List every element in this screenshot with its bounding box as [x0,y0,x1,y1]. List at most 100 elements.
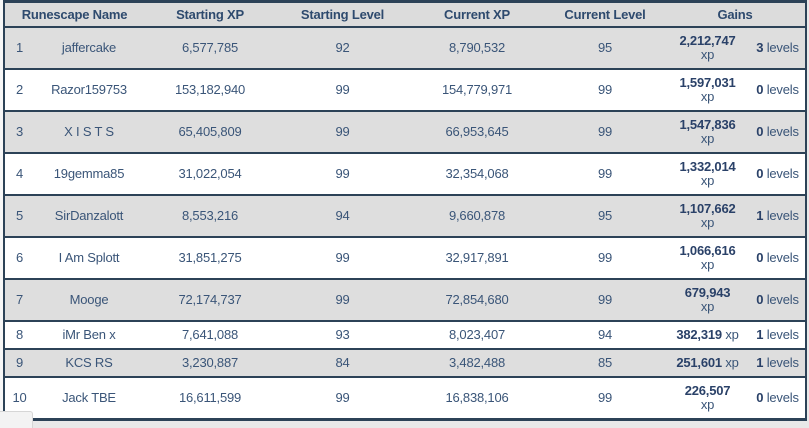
gains-levels-unit: levels [766,123,799,139]
gains-levels-cell: 0 levels [750,236,806,279]
current-xp-cell: 16,838,106 [409,376,545,419]
player-name-link[interactable]: SirDanzalott [34,194,144,237]
rank-cell: 2 [4,68,34,111]
player-name-link[interactable]: I Am Splott [34,236,144,279]
starting-level-cell: 99 [276,376,409,419]
starting-xp-cell: 31,851,275 [144,236,276,279]
starting-xp-cell: 65,405,809 [144,110,276,153]
gains-levels-unit: levels [766,207,799,223]
gains-xp-cell: 226,507 xp [665,376,750,419]
table-row: 1 jaffercake 6,577,785 92 8,790,532 95 2… [4,26,806,69]
current-level-cell: 99 [545,68,665,111]
gains-levels-value: 1 [756,207,764,223]
starting-level-cell: 99 [276,110,409,153]
starting-level-cell: 93 [276,320,409,349]
table-row: 6 I Am Splott 31,851,275 99 32,917,891 9… [4,236,806,279]
gains-xp-value: 251,601 [676,354,722,370]
player-name-link[interactable]: 19gemma85 [34,152,144,195]
gains-xp-value: 1,066,616 [679,242,736,258]
player-name-link[interactable]: Mooge [34,278,144,321]
xp-gains-table: Runescape Name Starting XP Starting Leve… [3,0,807,421]
gains-xp-unit: xp [725,354,739,370]
gains-xp-unit: xp [700,256,715,272]
gains-levels-unit: levels [766,291,799,307]
current-xp-cell: 32,917,891 [409,236,545,279]
gains-levels-unit: levels [766,39,799,55]
rank-cell: 8 [4,320,34,349]
rank-cell: 7 [4,278,34,321]
gains-levels-value: 1 [756,326,764,342]
rank-cell: 1 [4,26,34,69]
gains-levels-value: 0 [756,389,764,405]
col-header-starting-xp: Starting XP [144,1,276,28]
gains-xp-value: 382,319 [676,326,722,342]
table-row: 9 KCS RS 3,230,887 84 3,482,488 85 251,6… [4,348,806,377]
starting-xp-cell: 72,174,737 [144,278,276,321]
hiscores-table: Runescape Name Starting XP Starting Leve… [3,0,807,421]
gains-xp-cell: 2,212,747 xp [665,26,750,69]
player-name-link[interactable]: Razor159753 [34,68,144,111]
player-name-link[interactable]: Jack TBE [34,376,144,419]
current-level-cell: 95 [545,194,665,237]
starting-level-cell: 92 [276,26,409,69]
gains-xp-value: 679,943 [684,284,731,300]
gains-xp-unit: xp [700,130,715,146]
starting-xp-cell: 31,022,054 [144,152,276,195]
gains-xp-cell: 1,547,836 xp [665,110,750,153]
current-level-cell: 85 [545,348,665,377]
table-row: 7 Mooge 72,174,737 99 72,854,680 99 679,… [4,278,806,321]
gains-xp-unit: xp [700,298,715,314]
rank-cell: 4 [4,152,34,195]
starting-level-cell: 99 [276,68,409,111]
rank-cell: 6 [4,236,34,279]
gains-levels-unit: levels [766,165,799,181]
gains-levels-unit: levels [766,389,799,405]
gains-levels-value: 3 [756,39,764,55]
gains-xp-unit: xp [725,326,739,342]
table-header: Runescape Name Starting XP Starting Leve… [4,1,806,28]
current-level-cell: 99 [545,110,665,153]
gains-xp-cell: 1,107,662 xp [665,194,750,237]
current-xp-cell: 154,779,971 [409,68,545,111]
starting-level-cell: 99 [276,236,409,279]
gains-xp-cell: 1,597,031 xp [665,68,750,111]
gains-xp-value: 226,507 [684,382,731,398]
gains-xp-value: 1,597,031 [679,74,736,90]
gains-levels-cell: 1 levels [750,348,806,377]
gains-xp-cell: 1,066,616 xp [665,236,750,279]
rank-cell: 9 [4,348,34,377]
current-level-cell: 99 [545,236,665,279]
gains-levels-cell: 0 levels [750,110,806,153]
starting-xp-cell: 3,230,887 [144,348,276,377]
gains-xp-value: 1,332,014 [679,158,736,174]
gains-levels-unit: levels [766,249,799,265]
player-name-link[interactable]: X I S T S [34,110,144,153]
player-name-link[interactable]: iMr Ben x [34,320,144,349]
gains-xp-cell: 679,943 xp [665,278,750,321]
current-xp-cell: 9,660,878 [409,194,545,237]
starting-xp-cell: 16,611,599 [144,376,276,419]
starting-xp-cell: 8,553,216 [144,194,276,237]
col-header-current-level: Current Level [545,1,665,28]
col-header-runescape-name: Runescape Name [4,1,144,28]
gains-xp-unit: xp [700,396,715,412]
player-name-link[interactable]: KCS RS [34,348,144,377]
table-row: 8 iMr Ben x 7,641,088 93 8,023,407 94 38… [4,320,806,349]
gains-xp-unit: xp [700,88,715,104]
gains-xp-value: 2,212,747 [679,32,736,48]
gains-levels-cell: 0 levels [750,278,806,321]
table-row: 3 X I S T S 65,405,809 99 66,953,645 99 … [4,110,806,153]
player-name-link[interactable]: jaffercake [34,26,144,69]
gains-xp-cell: 251,601 xp [665,348,750,377]
current-xp-cell: 8,790,532 [409,26,545,69]
gains-xp-value: 1,107,662 [679,200,736,216]
table-row: 2 Razor159753 153,182,940 99 154,779,971… [4,68,806,111]
gains-levels-cell: 3 levels [750,26,806,69]
table-row: 4 19gemma85 31,022,054 99 32,354,068 99 … [4,152,806,195]
gains-levels-value: 1 [756,354,764,370]
starting-xp-cell: 6,577,785 [144,26,276,69]
starting-level-cell: 99 [276,278,409,321]
gains-xp-unit: xp [700,46,715,62]
bottom-left-tab [0,411,33,428]
gains-xp-value: 1,547,836 [679,116,736,132]
